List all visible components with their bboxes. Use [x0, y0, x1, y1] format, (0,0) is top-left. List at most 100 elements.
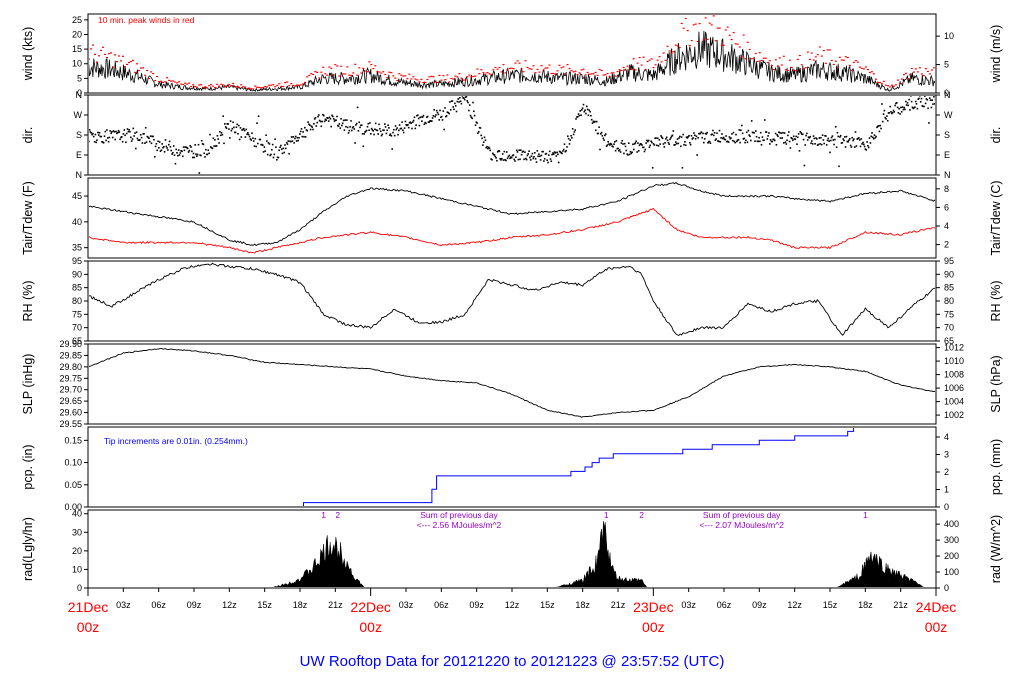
direction-point — [797, 133, 800, 135]
direction-point — [323, 114, 325, 117]
direction-point — [328, 116, 331, 119]
peak-wind-mark — [422, 81, 425, 84]
direction-point — [766, 138, 769, 140]
wind-series-2 — [89, 12, 935, 90]
direction-point — [92, 135, 95, 138]
direction-point — [804, 144, 806, 146]
direction-point — [533, 156, 535, 158]
direction-point — [191, 156, 194, 159]
dir-ytick-right-label: W — [944, 110, 953, 120]
direction-point — [806, 132, 808, 135]
temp-series-1 — [89, 181, 935, 246]
direction-point — [635, 140, 637, 142]
direction-point — [247, 133, 250, 136]
direction-point — [552, 152, 554, 154]
direction-point — [290, 140, 292, 143]
direction-point — [167, 149, 169, 151]
dir-ylabel-left: dir. — [21, 127, 35, 144]
direction-point — [295, 140, 298, 142]
peak-wind-mark — [694, 23, 697, 25]
direction-point — [573, 131, 576, 133]
direction-point — [244, 136, 247, 138]
direction-point — [467, 101, 469, 104]
direction-point — [407, 126, 410, 129]
direction-point — [472, 101, 474, 104]
direction-point — [899, 113, 901, 115]
direction-point — [131, 138, 134, 140]
time-minor-label: 12z — [505, 600, 520, 610]
slp-series-1 — [89, 347, 935, 418]
direction-point — [524, 151, 526, 153]
direction-point — [494, 155, 497, 158]
direction-point — [725, 135, 727, 137]
rad-ylabel-right: rad (W/m^2) — [989, 515, 1003, 583]
peak-wind-mark — [174, 81, 177, 83]
peak-wind-mark — [302, 83, 305, 85]
direction-point — [516, 151, 519, 153]
direction-point — [910, 100, 913, 103]
direction-point — [882, 113, 885, 115]
direction-point — [652, 143, 655, 145]
direction-point — [683, 143, 685, 146]
slp-ytick-label: 29.75 — [59, 373, 82, 383]
direction-point — [642, 146, 645, 149]
direction-point — [183, 149, 186, 152]
peak-wind-mark — [178, 81, 181, 83]
direction-point — [439, 109, 441, 112]
direction-point — [641, 144, 643, 146]
peak-wind-mark — [222, 84, 225, 86]
direction-point — [458, 101, 460, 103]
peak-wind-mark — [200, 84, 203, 86]
direction-point — [382, 129, 384, 131]
peak-wind-mark — [701, 12, 703, 13]
direction-point — [141, 142, 144, 144]
peak-wind-mark — [228, 84, 231, 86]
direction-point — [98, 132, 101, 134]
direction-point — [588, 109, 590, 111]
direction-point — [900, 106, 902, 109]
direction-point — [534, 158, 537, 160]
peak-wind-mark — [614, 75, 617, 77]
direction-point — [826, 139, 829, 142]
direction-point — [284, 144, 286, 146]
direction-point — [627, 154, 629, 156]
peak-wind-mark — [630, 68, 633, 71]
direction-point — [320, 125, 323, 128]
direction-point — [489, 149, 492, 152]
direction-point — [932, 103, 934, 105]
direction-point — [661, 136, 663, 139]
direction-point — [291, 140, 294, 142]
direction-point — [281, 152, 284, 155]
temp-ylabel-right: Tair/Tdew (C) — [989, 180, 1003, 255]
peak-wind-mark — [516, 60, 519, 62]
peak-wind-mark — [862, 68, 865, 70]
direction-point — [860, 138, 863, 140]
peak-wind-mark — [116, 61, 118, 63]
direction-point — [717, 140, 719, 142]
time-minor-label: 06z — [434, 600, 449, 610]
direction-point — [303, 135, 305, 138]
peak-wind-mark — [364, 70, 367, 72]
sun-marker-label: 2 — [335, 510, 340, 520]
peak-wind-mark — [152, 73, 155, 75]
peak-wind-mark — [380, 72, 383, 74]
time-major-date: 24Dec — [916, 599, 956, 615]
peak-wind-mark — [600, 69, 603, 72]
direction-point — [487, 146, 490, 149]
direction-point — [773, 138, 775, 141]
direction-point — [559, 151, 562, 153]
direction-point — [251, 132, 253, 134]
peak-wind-mark — [412, 76, 415, 78]
direction-point — [349, 126, 351, 128]
wind-ytick-label: 20 — [72, 29, 82, 39]
direction-point — [735, 133, 737, 136]
peak-wind-mark — [260, 87, 263, 89]
direction-point — [444, 107, 446, 109]
pcp-ytick-right-label: 0 — [944, 502, 949, 512]
direction-point — [671, 134, 674, 137]
peak-wind-mark — [416, 79, 419, 81]
direction-point — [323, 120, 326, 123]
peak-wind-mark — [672, 51, 675, 53]
